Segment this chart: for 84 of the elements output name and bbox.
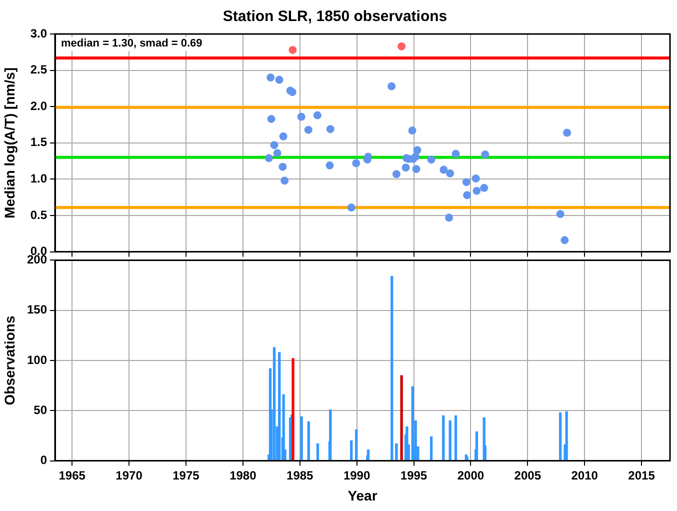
point [412, 152, 420, 161]
point [398, 42, 406, 50]
point [326, 161, 334, 170]
bar [565, 411, 568, 461]
bar [400, 375, 403, 461]
bar [350, 440, 353, 461]
point [412, 165, 420, 174]
point [267, 114, 276, 123]
point [560, 236, 569, 244]
y-axis-title: Observations [1, 316, 18, 406]
x-tick-label: 2000 [457, 468, 484, 482]
point [472, 174, 480, 182]
x-tick-label: 1995 [400, 468, 428, 482]
bar [448, 420, 452, 461]
bar [307, 421, 310, 461]
point [297, 112, 306, 121]
bar [355, 429, 358, 461]
point [278, 162, 287, 171]
x-tick-label: 1990 [343, 468, 370, 482]
point [347, 204, 356, 212]
chart-title: Station SLR, 1850 observations [222, 8, 448, 26]
point [472, 186, 481, 195]
point [280, 176, 289, 185]
x-tick-label: 1965 [58, 468, 86, 482]
y-axis-title: Median log(A/T) [nm/s] [1, 67, 18, 218]
bar [272, 347, 276, 461]
bar [316, 443, 320, 461]
point [264, 154, 273, 162]
point [270, 141, 278, 150]
point [481, 150, 490, 159]
x-tick-label: 1980 [230, 468, 257, 482]
bar [475, 431, 478, 461]
bar [442, 415, 445, 461]
y-tick-label: 1.0 [30, 172, 48, 186]
point [279, 132, 288, 140]
y-tick-label: 2.0 [30, 98, 48, 113]
bar [278, 352, 281, 461]
point [402, 164, 410, 172]
point [326, 125, 334, 134]
y-tick-label: 1.5 [30, 135, 48, 150]
x-axis-title: Year [348, 487, 378, 504]
point [480, 184, 488, 192]
y-tick-label: 150 [26, 302, 48, 317]
point [413, 146, 422, 154]
point [392, 170, 400, 178]
point [440, 166, 448, 174]
annotation: median = 1.30, smad = 0.69 [61, 38, 202, 50]
point [452, 150, 460, 158]
y-tick-label: 2.5 [30, 62, 48, 77]
point [462, 178, 470, 186]
x-tick-label: 2005 [514, 468, 542, 482]
point [275, 76, 284, 84]
bar [454, 415, 458, 461]
bar [292, 358, 294, 461]
y-tick-label: 3.0 [30, 26, 48, 40]
point [463, 191, 472, 200]
x-tick-label: 1985 [286, 468, 314, 482]
y-tick-label: 100 [26, 352, 48, 367]
bar [329, 409, 332, 461]
bar [300, 416, 303, 461]
x-tick-label: 1970 [116, 468, 143, 482]
x-tick-label: 2015 [628, 468, 656, 482]
point [313, 111, 322, 120]
bar [395, 443, 398, 461]
x-tick-label: 2010 [571, 468, 598, 482]
point [273, 149, 282, 158]
point [446, 169, 454, 178]
x-tick-label: 1975 [172, 468, 200, 482]
y-tick-label: 50 [34, 402, 48, 417]
point [556, 210, 564, 218]
point [388, 82, 396, 90]
bar [558, 412, 562, 461]
point [352, 159, 360, 168]
bar [390, 276, 394, 461]
point [304, 126, 312, 134]
point [266, 74, 275, 82]
y-tick-label: 0.5 [30, 208, 48, 222]
bar [430, 436, 433, 461]
point [288, 46, 297, 54]
point [427, 156, 436, 164]
y-tick-label: 0 [40, 453, 48, 468]
point [408, 126, 416, 135]
point [563, 128, 572, 137]
point [445, 214, 454, 222]
